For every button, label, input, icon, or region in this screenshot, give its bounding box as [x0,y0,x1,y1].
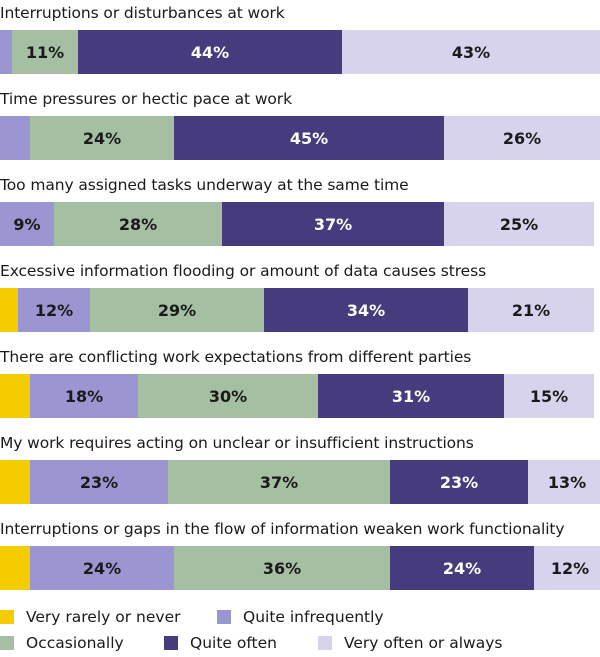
data-label: 21% [511,300,551,320]
data-label: 37% [259,472,299,492]
row-label: Interruptions or disturbances at work [0,4,285,22]
data-label: 30% [208,386,248,406]
legend-item-quite-infrequently: Quite infrequently [217,608,384,626]
bar-segment: 36% [174,546,390,590]
bar-segment: 9% [0,202,54,246]
legend-item-very-rarely: Very rarely or never [0,608,180,626]
row-label: There are conflicting work expectations … [0,348,472,366]
bar-segment: 31% [318,374,504,418]
legend-label-very-rarely: Very rarely or never [26,608,181,626]
data-label: 24% [82,558,122,578]
bar-segment: 23% [30,460,168,504]
legend: Very rarely or never Quite infrequently … [0,604,600,657]
legend-swatch-quite-infrequently [217,610,231,624]
bar-segment: 12% [18,288,90,332]
data-label: 15% [529,386,569,406]
data-label: 34% [346,300,386,320]
row-label: Too many assigned tasks underway at the … [0,176,409,194]
data-label: 9% [13,214,41,234]
bar-segment: 21% [468,288,594,332]
bar-segment: 45% [174,116,444,160]
bar-segment: 44% [78,30,342,74]
bar-segment: 24% [390,546,534,590]
data-label: 12% [550,558,590,578]
bar-segment: 28% [54,202,222,246]
bar-row: 24% 36% 24% 12% [0,546,600,590]
bar-segment [0,116,30,160]
bar-segment: 43% [342,30,600,74]
data-label: 43% [451,42,491,62]
data-label: 24% [82,128,122,148]
data-label: 44% [190,42,230,62]
legend-label-occasionally: Occasionally [26,634,124,652]
bar-segment: 23% [390,460,528,504]
data-label: 11% [25,42,65,62]
bar-row: 23% 37% 23% 13% [0,460,600,504]
legend-item-very-often: Very often or always [318,634,502,652]
data-label: 29% [157,300,197,320]
bar-row: 24% 45% 26% [0,116,600,160]
data-label: 23% [79,472,119,492]
bar-segment: 29% [90,288,264,332]
bar-segment: 24% [30,116,174,160]
data-label: 13% [547,472,587,492]
bar-segment: 37% [222,202,444,246]
bar-segment: 34% [264,288,468,332]
bar-row: 11% 44% 43% [0,30,600,74]
data-label: 18% [64,386,104,406]
bar-segment: 18% [30,374,138,418]
legend-label-quite-often: Quite often [190,634,277,652]
legend-swatch-quite-often [164,636,178,650]
bar-segment: 15% [504,374,594,418]
bar-segment: 12% [534,546,600,590]
row-label: Interruptions or gaps in the flow of inf… [0,520,565,538]
row-label: Time pressures or hectic pace at work [0,90,292,108]
bar-row: 18% 30% 31% 15% [0,374,600,418]
legend-label-very-often: Very often or always [344,634,503,652]
bar-segment: 24% [30,546,174,590]
bar-segment: 30% [138,374,318,418]
bar-segment: 13% [528,460,600,504]
data-label: 36% [262,558,302,578]
legend-swatch-very-often [318,636,332,650]
legend-label-quite-infrequently: Quite infrequently [243,608,384,626]
bar-segment [0,288,18,332]
bar-segment: 25% [444,202,594,246]
bar-segment [0,460,30,504]
legend-swatch-very-rarely [0,610,14,624]
legend-item-quite-often: Quite often [164,634,277,652]
stacked-bar-chart: Interruptions or disturbances at work 11%… [0,4,600,590]
data-label: 31% [391,386,431,406]
row-label: Excessive information flooding or amount… [0,262,487,280]
bar-row: 12% 29% 34% 21% [0,288,600,332]
row-label: My work requires acting on unclear or in… [0,434,474,452]
data-label: 24% [442,558,482,578]
data-label: 28% [118,214,158,234]
data-label: 12% [34,300,74,320]
bar-segment [0,30,12,74]
bar-segment: 37% [168,460,390,504]
bar-segment: 26% [444,116,600,160]
data-label: 25% [499,214,539,234]
data-label: 37% [313,214,353,234]
bar-segment: 11% [12,30,78,74]
data-label: 45% [289,128,329,148]
data-label: 23% [439,472,479,492]
bar-segment [0,374,30,418]
bar-segment [0,546,30,590]
data-label: 26% [502,128,542,148]
legend-item-occasionally: Occasionally [0,634,124,652]
bar-row: 9% 28% 37% 25% [0,202,600,246]
legend-swatch-occasionally [0,636,14,650]
